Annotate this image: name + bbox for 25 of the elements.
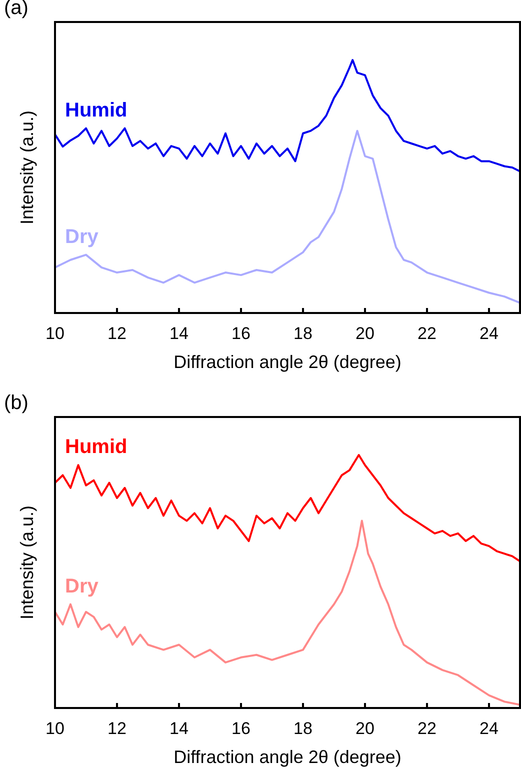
- series-label: Humid: [65, 436, 128, 458]
- series-label: Humid: [65, 99, 128, 122]
- x-axis-title: Diffraction angle 2θ (degree): [174, 747, 402, 767]
- series-label: Dry: [65, 226, 100, 248]
- x-tick-label: 16: [232, 324, 250, 343]
- x-tick-label: 22: [418, 719, 436, 738]
- x-tick-label: 12: [108, 324, 126, 343]
- x-tick-label: 24: [480, 324, 498, 343]
- x-tick-label: 14: [170, 719, 188, 738]
- x-axis-title: Diffraction angle 2θ (degree): [174, 352, 402, 372]
- x-tick-label: 20: [356, 719, 374, 738]
- x-tick-label: 14: [170, 324, 188, 343]
- x-tick-label: 18: [294, 719, 312, 738]
- x-tick-label: 20: [356, 324, 374, 343]
- x-tick-label: 12: [108, 719, 126, 738]
- y-axis-title: Intensity (a.u.): [17, 505, 37, 620]
- chart-title: (b): [4, 392, 28, 414]
- x-tick-label: 24: [480, 719, 498, 738]
- x-tick-label: 10: [46, 719, 64, 738]
- x-tick-label: 22: [418, 324, 436, 343]
- x-tick-label: 10: [46, 324, 64, 343]
- series-label: Dry: [65, 575, 100, 598]
- y-axis-title: Intensity (a.u.): [17, 110, 37, 225]
- x-tick-label: 18: [294, 324, 312, 343]
- x-tick-label: 16: [232, 719, 250, 738]
